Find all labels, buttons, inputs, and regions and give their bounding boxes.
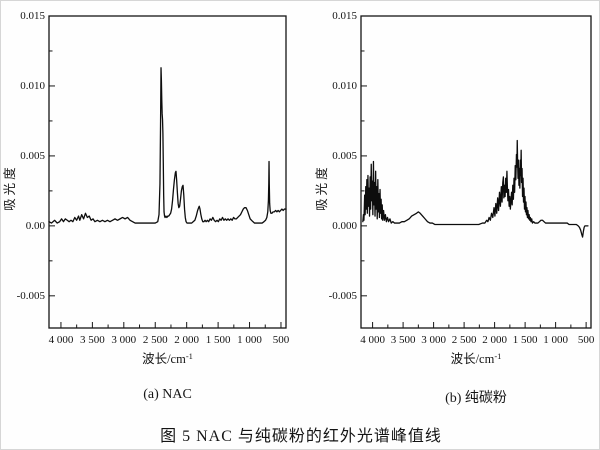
x-tick-label: 3 000: [111, 334, 136, 346]
y-tick-label: 0.010: [332, 80, 357, 92]
x-tick-label: 500: [578, 334, 595, 346]
chart-carbon-powder: 4 000 3 500 3 000 2 500 2 000 1 500 1 000 500 0.…: [314, 10, 595, 366]
x-tick-label: 3 500: [80, 334, 105, 346]
plot-frame: [360, 15, 592, 329]
spectrum-line: [362, 139, 589, 238]
y-tick-label: 0.005: [20, 150, 45, 162]
chart-nac: 4 000 3 500 3 000 2 500 2 000 1 500 1 000 500 0.…: [2, 10, 290, 366]
figure-caption: 图 5 NAC 与纯碳粉的红外光谱峰值线: [160, 428, 442, 445]
x-tick-label: 2 000: [482, 334, 507, 346]
spectrum-line: [48, 67, 287, 224]
x-tick-label: 2 500: [452, 334, 477, 346]
x-axis-title: 波长/cm-1: [142, 351, 193, 366]
y-axis-title: 吸光度: [2, 164, 17, 211]
y-tick-label: 0.015: [20, 10, 45, 22]
y-tick-label: 0.010: [20, 80, 45, 92]
x-tick-label: 1 000: [237, 334, 262, 346]
x-tick-label: 3 000: [421, 334, 446, 346]
y-tick-label: 0.015: [332, 10, 357, 22]
subcaption-b: (b) 纯碳粉: [445, 391, 507, 406]
y-tick-label: -0.005: [17, 290, 46, 302]
x-tick-label: 4 000: [360, 334, 385, 346]
subcaption-a: (a) NAC: [143, 387, 192, 402]
y-tick-label: -0.005: [329, 290, 358, 302]
y-tick-label: 0.000: [332, 220, 357, 232]
x-tick-label: 2 500: [143, 334, 168, 346]
y-tick-label: 0.00: [26, 220, 46, 232]
x-axis-title: 波长/cm-1: [451, 351, 502, 366]
x-tick-label: 1 500: [206, 334, 231, 346]
plot-frame: [48, 15, 287, 329]
x-tick-label: 500: [273, 334, 290, 346]
y-axis-title: 吸光度: [314, 164, 329, 211]
x-tick-label: 2 000: [174, 334, 199, 346]
x-tick-label: 3 500: [391, 334, 416, 346]
x-tick-label: 1 000: [543, 334, 568, 346]
x-tick-label: 4 000: [49, 334, 74, 346]
x-tick-label: 1 500: [513, 334, 538, 346]
y-tick-label: 0.005: [332, 150, 357, 162]
